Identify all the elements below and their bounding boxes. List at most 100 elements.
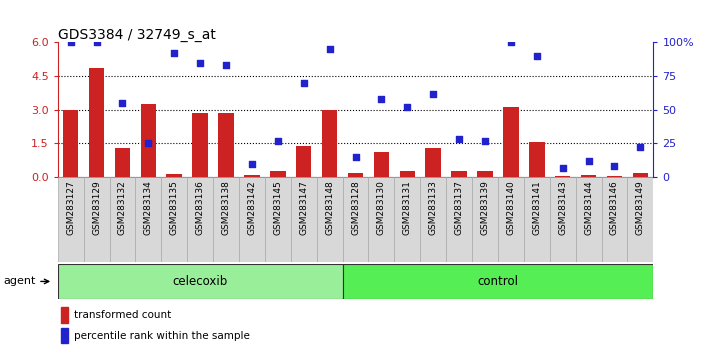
Text: GSM283142: GSM283142 [247, 181, 256, 235]
Text: agent: agent [3, 276, 49, 286]
Text: GSM283143: GSM283143 [558, 181, 567, 235]
Point [194, 60, 206, 65]
Text: GSM283130: GSM283130 [377, 181, 386, 235]
Bar [192, 113, 208, 177]
Point [557, 165, 568, 170]
Point [531, 53, 542, 59]
Point [91, 40, 102, 45]
Text: GSM283148: GSM283148 [325, 181, 334, 235]
Point [427, 91, 439, 96]
Point [350, 154, 361, 160]
Bar [161, 177, 187, 262]
Bar [61, 307, 68, 322]
Bar [368, 177, 394, 262]
Bar [63, 110, 78, 177]
Text: GSM283134: GSM283134 [144, 181, 153, 235]
Bar [58, 177, 84, 262]
Bar [394, 177, 420, 262]
Bar [322, 110, 337, 177]
Point [505, 40, 517, 45]
Text: GSM283146: GSM283146 [610, 181, 619, 235]
Text: GDS3384 / 32749_s_at: GDS3384 / 32749_s_at [58, 28, 215, 42]
Bar [529, 142, 545, 177]
Bar [291, 177, 317, 262]
Bar [472, 177, 498, 262]
Text: celecoxib: celecoxib [172, 275, 228, 288]
Point [143, 141, 154, 146]
Bar [400, 171, 415, 177]
Bar [601, 177, 627, 262]
Text: control: control [477, 275, 518, 288]
Bar [141, 104, 156, 177]
Bar [239, 177, 265, 262]
Bar [477, 171, 493, 177]
Text: GSM283132: GSM283132 [118, 181, 127, 235]
Bar [58, 264, 343, 299]
Bar [607, 176, 622, 177]
Bar [524, 177, 550, 262]
Bar [343, 264, 653, 299]
Point [324, 46, 335, 52]
Point [246, 161, 258, 166]
Point [376, 96, 387, 102]
Text: GSM283129: GSM283129 [92, 181, 101, 235]
Bar [135, 177, 161, 262]
Text: GSM283139: GSM283139 [481, 181, 489, 235]
Bar [166, 174, 182, 177]
Text: GSM283147: GSM283147 [299, 181, 308, 235]
Bar [296, 145, 311, 177]
Bar [550, 177, 576, 262]
Text: transformed count: transformed count [74, 310, 171, 320]
Text: GSM283138: GSM283138 [222, 181, 230, 235]
Bar [89, 68, 104, 177]
Bar [244, 175, 260, 177]
Bar [84, 177, 110, 262]
Text: GSM283128: GSM283128 [351, 181, 360, 235]
Bar [627, 177, 653, 262]
Bar [576, 177, 601, 262]
Bar [451, 171, 467, 177]
Text: GSM283136: GSM283136 [196, 181, 205, 235]
Bar [581, 175, 596, 177]
Text: GSM283140: GSM283140 [506, 181, 515, 235]
Bar [270, 171, 286, 177]
Bar [446, 177, 472, 262]
Text: GSM283135: GSM283135 [170, 181, 179, 235]
Point [402, 104, 413, 110]
Point [169, 50, 180, 56]
Point [479, 138, 491, 143]
Point [65, 40, 76, 45]
Text: GSM283137: GSM283137 [455, 181, 464, 235]
Bar [503, 108, 519, 177]
Bar [110, 177, 135, 262]
Text: GSM283149: GSM283149 [636, 181, 645, 235]
Bar [374, 152, 389, 177]
Bar [187, 177, 213, 262]
Bar [348, 172, 363, 177]
Bar [317, 177, 343, 262]
Bar [420, 177, 446, 262]
Point [117, 100, 128, 106]
Text: GSM283131: GSM283131 [403, 181, 412, 235]
Bar [498, 177, 524, 262]
Text: GSM283145: GSM283145 [273, 181, 282, 235]
Text: GSM283141: GSM283141 [532, 181, 541, 235]
Text: percentile rank within the sample: percentile rank within the sample [74, 331, 250, 341]
Text: GSM283127: GSM283127 [66, 181, 75, 235]
Bar [218, 113, 234, 177]
Text: GSM283133: GSM283133 [429, 181, 438, 235]
Bar [343, 177, 368, 262]
Bar [213, 177, 239, 262]
Bar [265, 177, 291, 262]
Point [583, 158, 594, 164]
Bar [633, 172, 648, 177]
Bar [555, 176, 570, 177]
Text: GSM283144: GSM283144 [584, 181, 593, 235]
Bar [61, 328, 68, 343]
Point [609, 164, 620, 169]
Point [635, 144, 646, 150]
Point [453, 137, 465, 142]
Point [298, 80, 309, 86]
Bar [115, 148, 130, 177]
Point [272, 138, 284, 143]
